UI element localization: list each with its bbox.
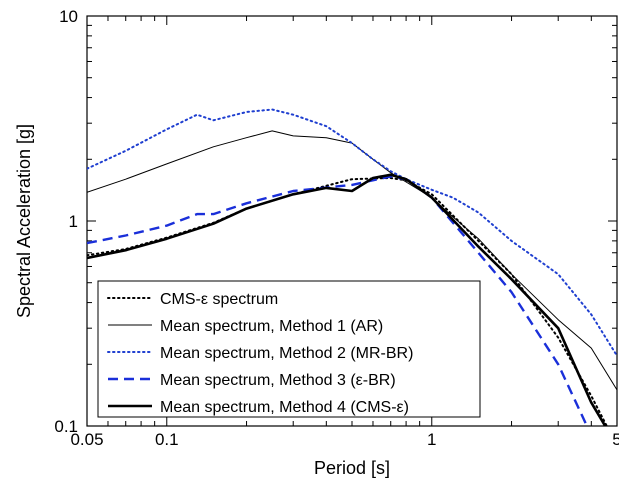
y-tick-labels: 0.1 1 10: [54, 7, 78, 436]
legend: CMS-ε spectrum Mean spectrum, Method 1 (A…: [97, 280, 481, 418]
y-tick-label: 1: [69, 212, 78, 231]
legend-label-1: CMS-ε spectrum: [160, 291, 278, 308]
y-axis-label: Spectral Acceleration [g]: [14, 124, 34, 318]
x-tick-label: 5: [612, 430, 619, 449]
x-tick-label: 1: [427, 430, 436, 449]
series-line-2: [87, 130, 617, 391]
series-line-3: [87, 108, 617, 357]
axis-ticks: [86, 15, 618, 427]
x-tick-labels: 0.05 0.1 1 5: [70, 430, 619, 449]
legend-label-5: Mean spectrum, Method 4 (CMS-ε): [160, 399, 409, 416]
legend-box: [97, 280, 481, 418]
y-tick-label: 10: [59, 7, 78, 26]
legend-label-3: Mean spectrum, Method 2 (MR-BR): [160, 345, 413, 362]
series-line-1: [87, 177, 608, 426]
x-axis-label: Period [s]: [314, 458, 390, 478]
series-line-4: [87, 175, 589, 426]
y-tick-label: 0.1: [54, 417, 78, 436]
series-group: [87, 108, 617, 426]
x-tick-label: 0.05: [70, 430, 103, 449]
legend-label-4: Mean spectrum, Method 3 (ε-BR): [160, 372, 396, 389]
x-tick-label: 0.1: [155, 430, 179, 449]
series-line-5: [87, 173, 607, 426]
legend-label-2: Mean spectrum, Method 1 (AR): [160, 318, 383, 335]
